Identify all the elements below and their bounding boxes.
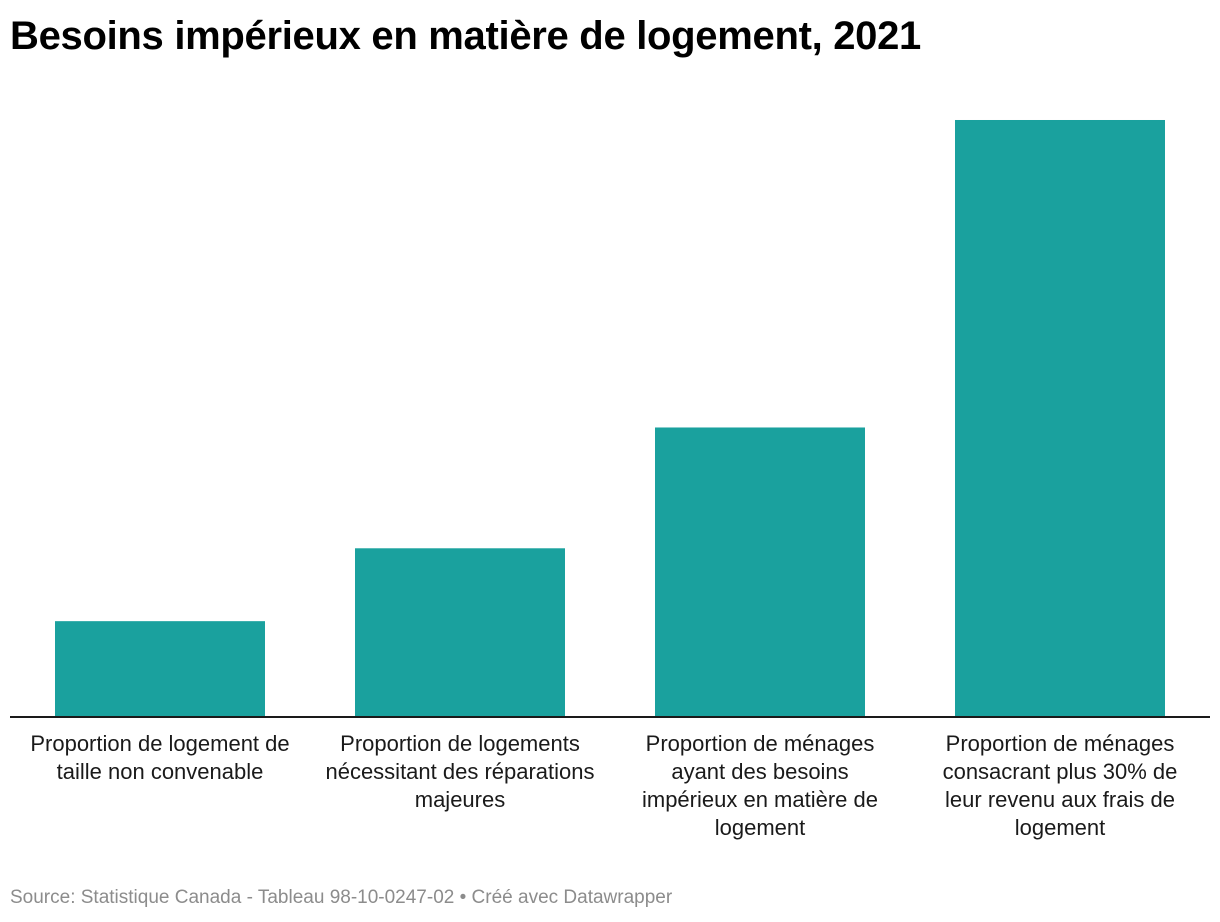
bar-2 — [355, 548, 565, 717]
bar-4 — [955, 119, 1165, 718]
category-label-3: Proportion de ménages ayant des besoins … — [641, 731, 878, 840]
bar-1 — [55, 621, 265, 717]
chart-title: Besoins impérieux en matière de logement… — [10, 14, 922, 58]
source-note: Source: Statistique Canada - Tableau 98-… — [10, 887, 673, 908]
category-label-1: Proportion de logement de taille non con… — [30, 731, 290, 784]
bars-group — [55, 119, 1165, 718]
category-label-4: Proportion de ménages consacrant plus 30… — [942, 731, 1178, 840]
category-label-2: Proportion de logements nécessitant des … — [325, 731, 595, 812]
bar-3 — [655, 427, 865, 717]
